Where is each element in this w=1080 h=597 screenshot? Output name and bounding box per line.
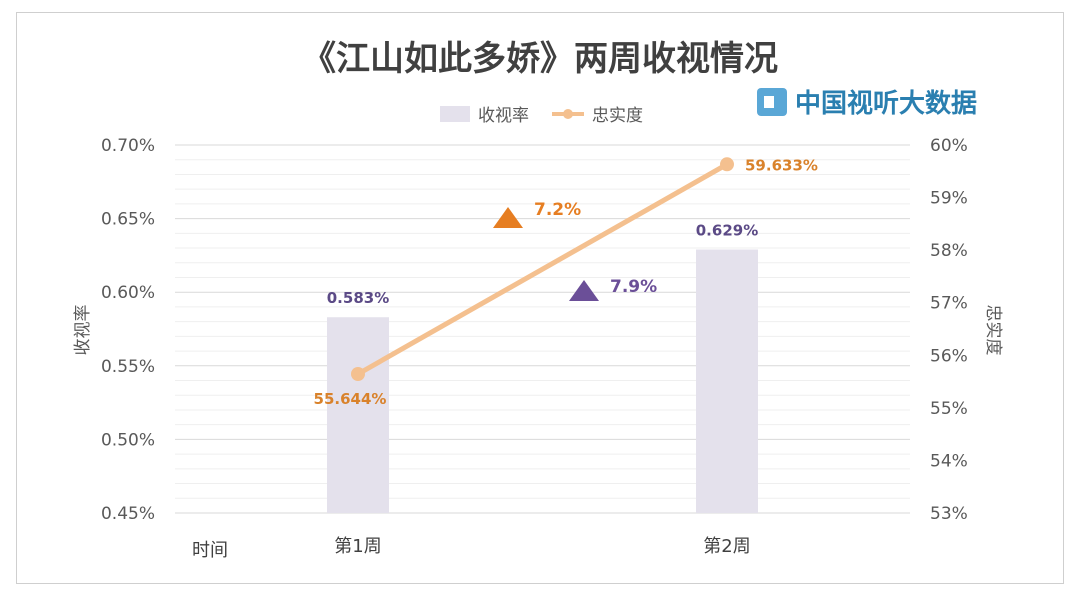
legend-marker-line [563, 109, 573, 119]
right-tick-label: 56% [930, 346, 968, 366]
bar-data-label: 0.583% [327, 289, 389, 307]
legend-swatch-bar [440, 106, 470, 122]
bar-series: 0.583% 0.629% [327, 222, 758, 513]
bar [696, 249, 758, 513]
logo-icon-inner [764, 96, 774, 108]
left-axis-title: 收视率 [73, 305, 93, 356]
x-axis-title: 时间 [192, 540, 228, 561]
right-tick-label: 53% [930, 504, 968, 524]
left-tick-label: 0.65% [101, 210, 155, 230]
left-tick-label: 0.70% [101, 136, 155, 156]
right-tick-label: 54% [930, 451, 968, 471]
left-tick-label: 0.60% [101, 283, 155, 303]
legend-label-line: 忠实度 [592, 106, 643, 126]
watermark-text: 中国视听大数据 [795, 89, 977, 119]
left-tick-label: 0.45% [101, 504, 155, 524]
watermark-logo: 中国视听大数据 [757, 88, 977, 119]
left-tick-label: 0.55% [101, 357, 155, 377]
bar-data-label: 0.629% [696, 222, 758, 240]
right-axis-title: 忠实度 [983, 305, 1003, 356]
axis-ticks: 0.70% 0.65% 0.60% 0.55% 0.50% 0.45% 60% 59% 58% 5… [101, 136, 968, 557]
right-tick-label: 57% [930, 294, 968, 314]
line-series: 55.644% 59.633% [314, 156, 818, 408]
right-tick-label: 60% [930, 136, 968, 156]
category-label: 第2周 [703, 536, 750, 557]
right-tick-label: 59% [930, 189, 968, 209]
left-tick-label: 0.50% [101, 430, 155, 450]
line-data-label: 59.633% [745, 156, 818, 174]
legend-label-bar: 收视率 [478, 106, 529, 126]
chart-title: 《江山如此多娇》两周收视情况 [302, 39, 778, 79]
line-point [351, 367, 365, 382]
category-label: 第1周 [334, 536, 381, 557]
growth-triangle-purple [569, 280, 599, 301]
line-point [720, 157, 734, 172]
growth-triangle-orange [493, 207, 523, 228]
chart-frame [16, 12, 1064, 584]
growth-label-purple: 7.9% [610, 277, 657, 297]
bar [327, 317, 389, 513]
line-path [355, 161, 730, 377]
growth-label-orange: 7.2% [534, 200, 581, 220]
right-tick-label: 55% [930, 399, 968, 419]
gridlines [175, 144, 910, 514]
right-tick-label: 58% [930, 241, 968, 261]
line-data-label: 55.644% [314, 390, 387, 408]
